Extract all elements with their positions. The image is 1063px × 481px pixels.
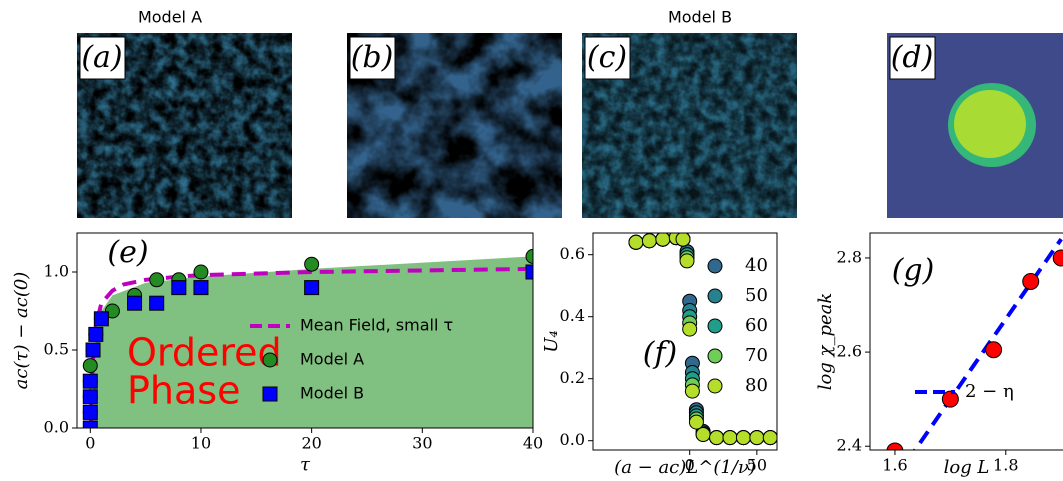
marker xyxy=(749,430,765,446)
legend-swatch xyxy=(707,258,723,274)
marker xyxy=(525,248,533,264)
marker xyxy=(82,420,98,428)
y-tick-label: 2.4 xyxy=(837,436,862,455)
plot-frame xyxy=(869,232,1063,451)
panel-label: (b) xyxy=(351,40,394,75)
x-tick-label: 10 xyxy=(191,434,211,453)
marker xyxy=(149,295,165,311)
x-tick-label: 1.8 xyxy=(993,456,1018,475)
marker xyxy=(709,430,725,446)
image-c xyxy=(582,33,797,218)
marker xyxy=(82,389,98,405)
legend-swatch xyxy=(707,318,723,334)
y-tick-label: 2.6 xyxy=(837,342,862,361)
y-tick-label: 0.0 xyxy=(560,430,585,449)
marker xyxy=(193,264,209,280)
marker xyxy=(682,321,698,337)
marker xyxy=(886,442,904,450)
marker xyxy=(762,430,777,446)
y-tick-label: 2.8 xyxy=(837,247,862,266)
marker xyxy=(149,272,165,288)
x-tick-label: 0 xyxy=(85,434,95,453)
x-axis-label: log L xyxy=(944,457,990,478)
panel-label: (a) xyxy=(81,40,122,75)
legend-swatch xyxy=(262,386,278,402)
x-axis-label: τ xyxy=(300,454,311,475)
marker xyxy=(93,311,109,327)
marker xyxy=(82,358,98,374)
legend-label: Model A xyxy=(300,350,364,369)
y-axis-label: log χ_peak xyxy=(815,293,836,391)
legend-label: 70 xyxy=(745,345,768,366)
panel-title: Model A xyxy=(138,8,202,27)
marker xyxy=(735,430,751,446)
marker xyxy=(1022,272,1040,290)
legend-label: Mean Field, small τ xyxy=(300,316,453,335)
legend-swatch xyxy=(707,348,723,364)
marker xyxy=(193,280,209,296)
panel-label: (d) xyxy=(891,40,934,75)
marker xyxy=(941,390,959,408)
region xyxy=(90,256,533,428)
legend-label: 50 xyxy=(745,285,768,306)
y-tick-label: 0.5 xyxy=(44,340,69,359)
x-tick-label: 1.6 xyxy=(882,456,907,475)
x-tick-label: 20 xyxy=(301,434,321,453)
legend-label: Model B xyxy=(300,384,364,403)
y-tick-label: 0.0 xyxy=(44,418,69,437)
plot-frame xyxy=(592,232,778,451)
legend-label: 60 xyxy=(745,315,768,336)
panel-label: (c) xyxy=(587,40,627,75)
marker xyxy=(82,404,98,420)
marker xyxy=(104,303,120,319)
plot-frame xyxy=(76,232,534,429)
marker xyxy=(679,253,695,269)
marker xyxy=(127,295,143,311)
marker xyxy=(675,233,691,247)
y-tick-label: 0.6 xyxy=(560,244,585,263)
x-tick-label: 0 xyxy=(685,456,695,475)
panel-label: (f) xyxy=(643,336,678,371)
y-tick-label: 1.0 xyxy=(44,262,69,281)
y-tick-label: 0.4 xyxy=(560,306,585,325)
x-tick-label: 40 xyxy=(523,434,543,453)
marker xyxy=(1052,249,1063,267)
marker xyxy=(695,427,711,442)
y-axis-label: ac(τ) − ac(0) xyxy=(11,272,32,390)
marker xyxy=(722,430,738,446)
y-tick-label: 0.2 xyxy=(560,368,585,387)
marker xyxy=(641,233,657,249)
region-label: Ordered xyxy=(127,331,282,375)
legend-label: 2 − η xyxy=(965,381,1014,402)
marker xyxy=(628,234,644,250)
panel-label: (g) xyxy=(892,253,935,288)
marker xyxy=(304,280,320,296)
marker xyxy=(171,280,187,296)
marker xyxy=(525,264,533,280)
panel-label: (e) xyxy=(107,235,148,270)
x-tick-label: 50 xyxy=(747,456,767,475)
legend-swatch xyxy=(707,378,723,394)
region-label: Phase xyxy=(127,369,240,413)
marker xyxy=(655,233,671,247)
legend-swatch xyxy=(707,288,723,304)
marker xyxy=(82,373,98,389)
x-axis-label: (a − ac)L^(1/ν) xyxy=(614,457,756,478)
marker xyxy=(85,342,101,358)
marker xyxy=(985,341,1003,359)
panel-title: Model B xyxy=(668,8,732,27)
y-axis-label: U₄ xyxy=(541,330,562,352)
x-tick-label: 30 xyxy=(412,434,432,453)
marker xyxy=(688,414,704,430)
marker xyxy=(88,326,104,342)
legend-swatch xyxy=(262,352,278,368)
marker xyxy=(684,383,700,399)
legend-label: 80 xyxy=(745,375,768,396)
marker xyxy=(304,256,320,272)
legend-label: 40 xyxy=(745,255,768,276)
